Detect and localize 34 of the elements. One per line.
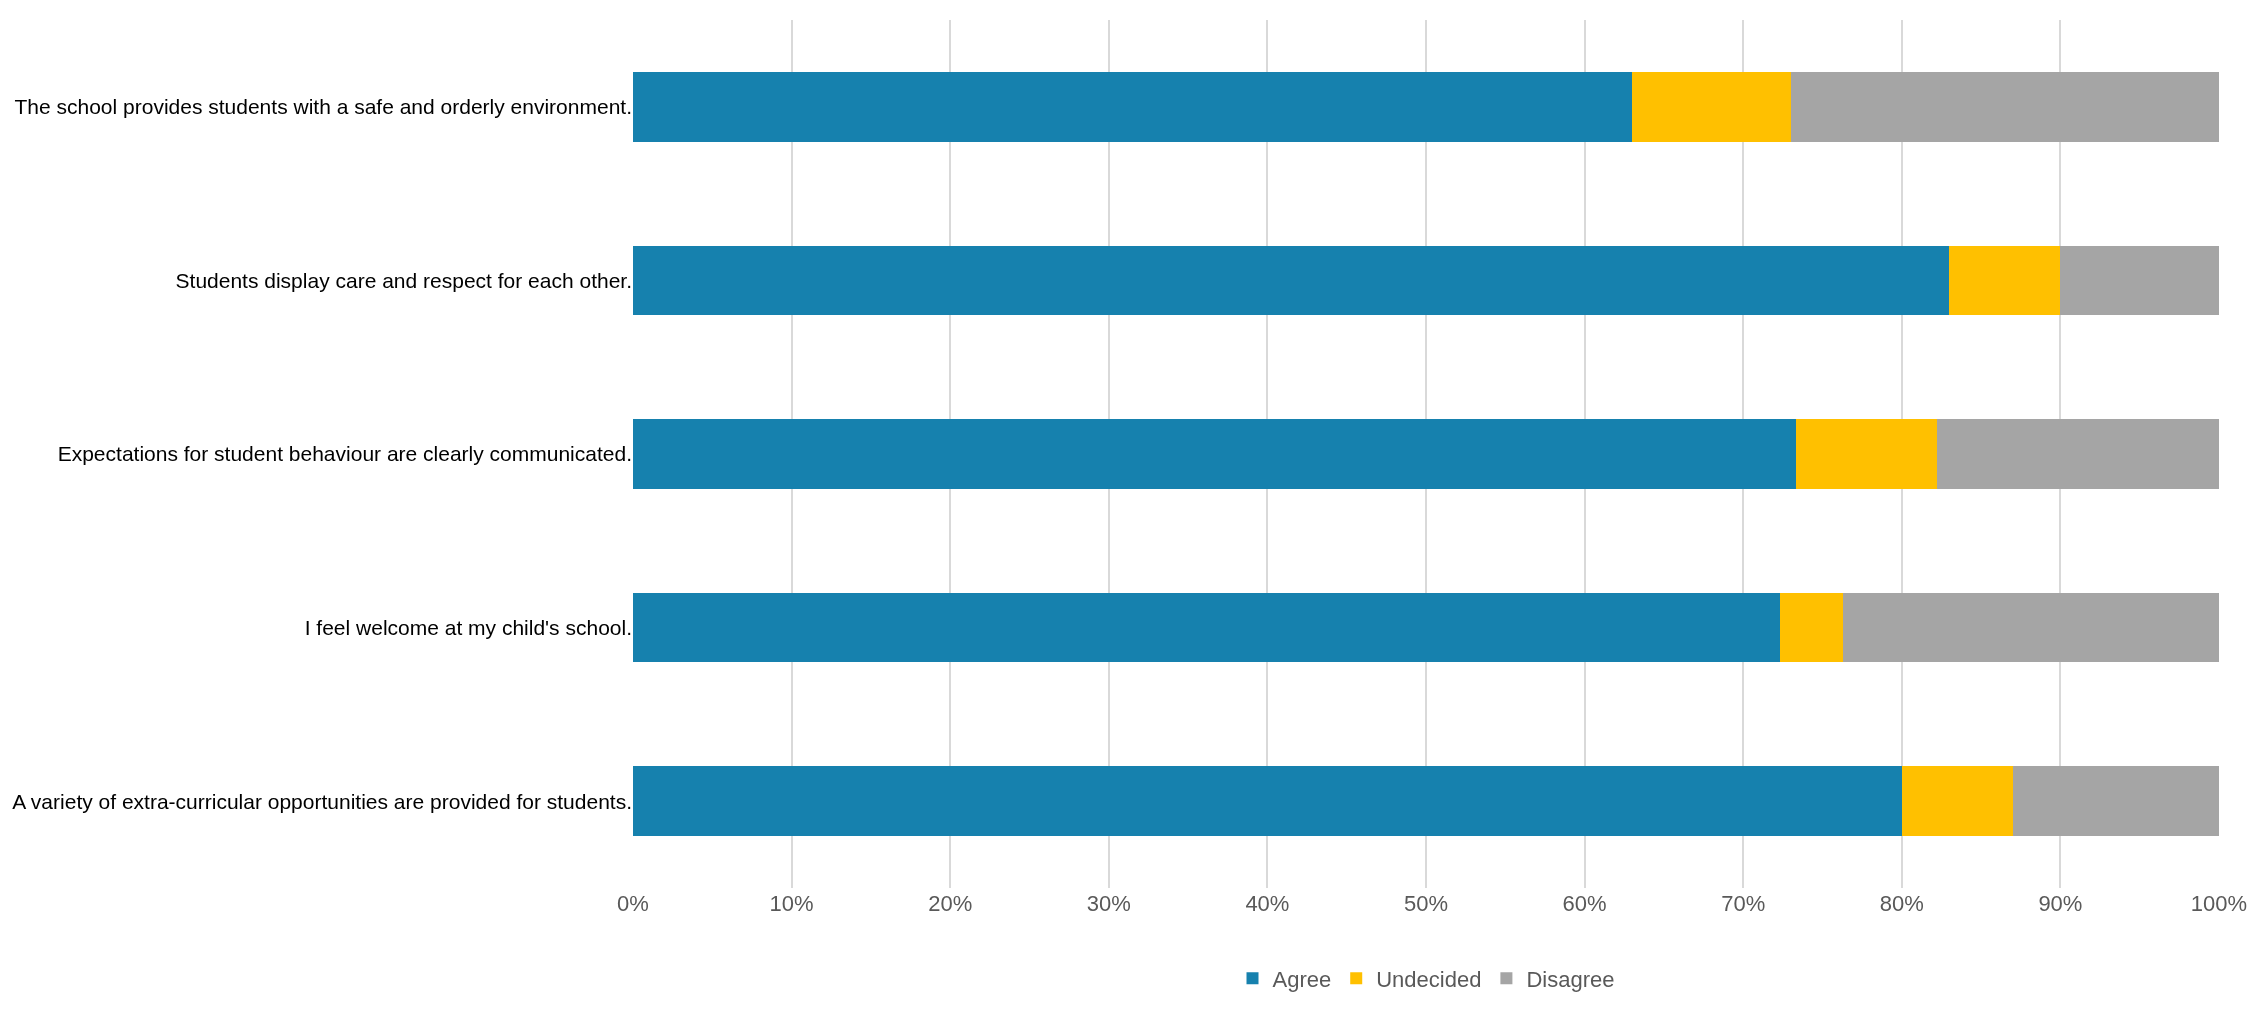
bar (1790, 72, 2219, 142)
bar (1795, 419, 1937, 489)
bar (633, 766, 1902, 836)
x-tick-label: 90% (2038, 891, 2083, 916)
bar (633, 245, 1950, 316)
bar (1779, 592, 1844, 663)
x-tick-label: 20% (928, 891, 973, 916)
x-tick-label: 60% (1562, 891, 1607, 916)
x-tick-label: 100% (2190, 891, 2248, 916)
y-tick-label: A variety of extra-curricular opportunities are provided for students. (12, 789, 632, 813)
legend-label: Agree (1272, 966, 1332, 992)
x-tick-label: 30% (1086, 891, 1131, 916)
legend-label: Undecided (1376, 966, 1482, 992)
legend-label: Disagree (1526, 966, 1615, 992)
bar (633, 592, 1780, 663)
bar (1632, 72, 1791, 142)
bar (1936, 419, 2219, 489)
y-tick-label: Students display care and respect for each other. (175, 268, 632, 292)
bar (2060, 245, 2219, 316)
x-tick-label: 0% (617, 891, 649, 916)
bar (633, 72, 1633, 142)
bar (1843, 592, 2219, 663)
x-tick-label: 80% (1879, 891, 1924, 916)
bar (2012, 766, 2219, 836)
x-tick-label: 40% (1245, 891, 1290, 916)
y-tick-label: Expectations for student behaviour are clearly communicated. (57, 442, 632, 466)
x-tick-label: 10% (769, 891, 814, 916)
bar (1901, 766, 2013, 836)
y-tick-label: The school provides students with a safe and orderly environment. (14, 95, 632, 119)
bar (633, 419, 1796, 489)
y-tick-label: I feel welcome at my child's school. (304, 615, 632, 639)
bar (1949, 245, 2061, 316)
x-tick-label: 50% (1403, 891, 1449, 916)
x-tick-label: 70% (1721, 891, 1766, 916)
